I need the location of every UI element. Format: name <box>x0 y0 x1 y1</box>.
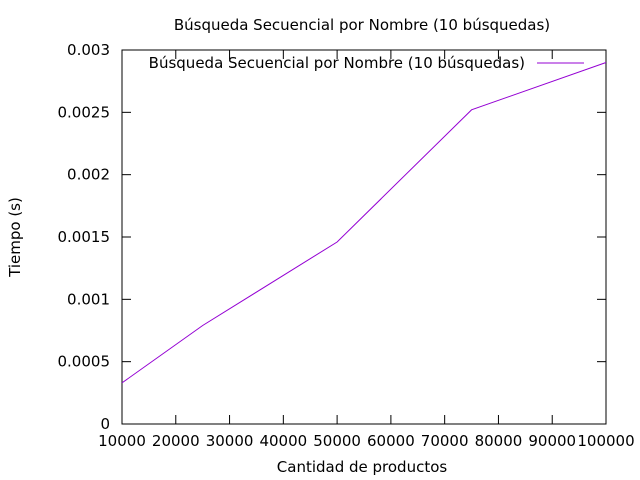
x-axis-label: Cantidad de productos <box>277 458 448 476</box>
y-tick-label: 0.0005 <box>58 353 111 371</box>
x-tick-label: 10000 <box>98 432 146 450</box>
x-tick-label: 30000 <box>206 432 254 450</box>
y-tick-label: 0.001 <box>67 290 110 308</box>
legend-entry-label: Búsqueda Secuencial por Nombre (10 búsqu… <box>149 54 525 72</box>
x-tick-label: 80000 <box>475 432 523 450</box>
x-tick-label: 70000 <box>421 432 469 450</box>
y-tick-label: 0.0025 <box>58 103 111 121</box>
x-tick-label: 40000 <box>259 432 307 450</box>
legend: Búsqueda Secuencial por Nombre (10 búsqu… <box>149 54 584 72</box>
x-tick-label: 90000 <box>528 432 576 450</box>
series-line <box>121 61 607 384</box>
y-axis-label: Tiempo (s) <box>6 197 24 278</box>
y-tick-label: 0 <box>100 415 110 433</box>
plot-area-frame <box>121 49 607 425</box>
x-tick-label: 50000 <box>313 432 361 450</box>
x-tick-label: 100000 <box>577 432 634 450</box>
chart-title: Búsqueda Secuencial por Nombre (10 búsqu… <box>174 16 550 34</box>
series-group <box>121 61 607 384</box>
y-tick-label: 0.003 <box>67 41 110 59</box>
y-tick-label: 0.002 <box>67 166 110 184</box>
x-axis-ticks: 10000 20000 30000 40000 50000 60000 70000 80000… <box>98 50 635 450</box>
y-tick-label: 0.0015 <box>58 228 111 246</box>
y-axis-ticks: 0 0.0005 0.001 0.0015 0.002 0.0025 0.003 <box>58 41 606 433</box>
x-tick-label: 20000 <box>152 432 200 450</box>
x-tick-label: 60000 <box>367 432 415 450</box>
